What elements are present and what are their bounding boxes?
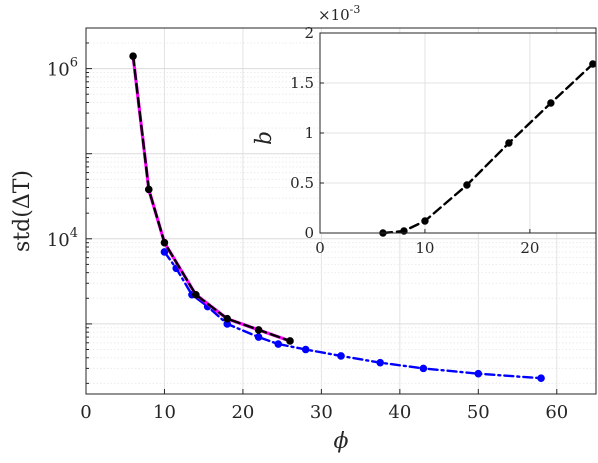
main-x-tick-label: 50 <box>467 402 490 423</box>
blue-series-point <box>301 345 310 354</box>
inset-y-axis-label: b <box>252 131 277 145</box>
inset-series-point <box>421 217 429 225</box>
inset-series-point <box>505 139 513 147</box>
main-x-tick-label: 40 <box>388 402 411 423</box>
main-x-tick-label: 20 <box>231 402 254 423</box>
black-series-point <box>129 52 137 60</box>
blue-series-point <box>254 333 263 341</box>
blue-series-point <box>376 358 385 367</box>
main-x-tick-label: 30 <box>310 402 333 423</box>
inset-y-tick-label: 1.5 <box>290 74 314 92</box>
main-y-tick-label: 106 <box>47 56 78 81</box>
main-y-tick-label: 104 <box>47 226 78 251</box>
main-x-tick-label: 60 <box>545 402 568 423</box>
inset-y-multiplier: ×10-3 <box>318 3 360 24</box>
main-x-tick-label: 0 <box>80 402 91 423</box>
main-x-axis-label: ϕ <box>334 429 349 454</box>
inset-series-point <box>463 181 471 189</box>
black-series-point <box>192 290 200 299</box>
inset-ticks: 0 10 20 0 0.5 1 1.5 2 <box>290 24 539 257</box>
inset-y-tick-label: 0.5 <box>290 174 314 192</box>
inset-grid <box>320 33 596 233</box>
inset-y-tick-label: 2 <box>304 24 314 42</box>
inset-y-tick-label: 1 <box>304 124 314 142</box>
inset-series-point <box>589 60 597 68</box>
inset-x-tick-label: 20 <box>520 239 539 257</box>
main-series-layer <box>129 52 545 383</box>
main-y-axis-label: std(ΔT) <box>10 170 35 252</box>
black-series-point <box>223 314 232 323</box>
blue-series-point <box>274 340 283 348</box>
inset-x-tick-label: 0 <box>315 239 325 257</box>
black-series-point <box>160 238 169 247</box>
blue-series-point <box>160 248 169 256</box>
black-series-point <box>144 185 153 194</box>
inset-x-tick-label: 10 <box>415 239 434 257</box>
black-series-point <box>286 337 294 345</box>
black-series-point <box>254 326 263 334</box>
blue-series-point <box>474 369 483 378</box>
inset-series-layer <box>379 60 597 237</box>
blue-series-point <box>337 352 345 360</box>
blue-series-point <box>419 364 428 373</box>
inset-y-tick-label: 0 <box>304 224 314 242</box>
main-x-tick-label: 10 <box>153 402 176 423</box>
inset-series-point <box>547 99 555 107</box>
blue-series-point <box>537 374 545 383</box>
